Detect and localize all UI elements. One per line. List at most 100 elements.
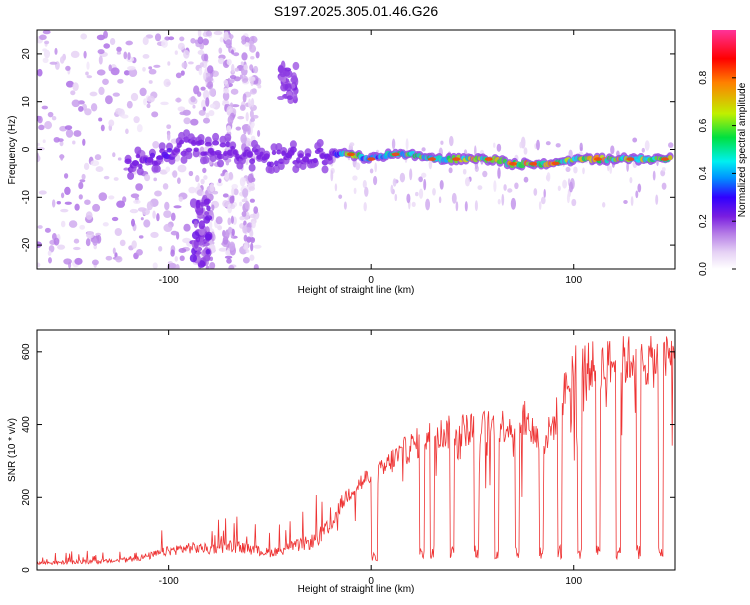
spectrogram-cell	[509, 162, 517, 166]
spectrogram-cell	[227, 115, 234, 125]
spectrogram-cell	[234, 67, 239, 72]
spectrogram-cell	[257, 84, 262, 89]
spectrogram-cell	[37, 147, 45, 151]
spectrogram-cell	[105, 95, 113, 105]
spectrogram-cell	[70, 90, 76, 96]
spectrogram-cell	[166, 148, 173, 153]
spectrogram-cell	[185, 151, 193, 160]
spectrogram-cell	[72, 140, 76, 145]
spectrogram-cells	[37, 30, 674, 269]
spectrogram-cell	[125, 40, 133, 46]
spectrogram-cell	[206, 205, 211, 212]
spectrogram-cell	[166, 132, 171, 141]
spectrogram-cell	[230, 204, 236, 210]
spectrogram-cell	[219, 36, 224, 43]
spectrogram-cell	[229, 74, 237, 80]
spectrogram-cell	[582, 167, 585, 175]
spectrogram-cell	[251, 220, 256, 229]
spectrogram-cell	[421, 172, 427, 178]
spectrogram-cell	[250, 117, 256, 123]
spectrogram-cell	[480, 149, 484, 155]
spectrogram-cell	[321, 165, 329, 174]
spectrogram-cell	[108, 195, 115, 200]
spectrogram-cell	[205, 30, 212, 37]
spectrogram-cell	[192, 104, 196, 109]
spectrogram-cell	[91, 259, 99, 266]
colorbar: 0.0 0.2 0.4 0.6 0.8 Normalized spectral ampl…	[698, 30, 748, 276]
spectrogram-cell	[79, 224, 86, 230]
spectrogram-cell	[209, 261, 216, 269]
spectrogram-cell	[183, 49, 190, 59]
spectrogram-cell	[105, 255, 113, 261]
spectrogram-cell	[551, 161, 560, 166]
spectrogram-cell	[226, 58, 232, 66]
spectrogram-cell	[207, 65, 214, 74]
spectrogram-cell	[93, 244, 98, 250]
spectrogram-cell	[209, 221, 213, 230]
spectrogram-cell	[86, 231, 95, 239]
spectrogram-cell	[86, 61, 90, 70]
spectrogram-cell	[231, 195, 235, 203]
spectrogram-cell	[660, 169, 666, 177]
spectrogram-cell	[179, 111, 187, 116]
spectrogram-cell	[197, 182, 201, 192]
spectrogram-cell	[655, 194, 659, 205]
spectrogram-cell	[164, 201, 170, 211]
spectrogram-cell	[566, 193, 570, 204]
spectrogram-cell	[632, 137, 638, 143]
spectrogram-cell	[557, 185, 561, 191]
spectrogram-cell	[241, 52, 248, 61]
spectrogram-cell	[78, 194, 83, 200]
spectrogram-cell	[60, 154, 64, 161]
spectrogram-cell	[78, 105, 84, 112]
spectrogram-cell	[152, 262, 158, 269]
spectrogram-cell	[523, 147, 528, 155]
spectrogram-cell	[158, 142, 166, 151]
spectrogram-cell	[637, 183, 642, 193]
spectrogram-cell	[195, 236, 201, 243]
spectrogram-cell	[44, 120, 53, 130]
snr-ytick-label: 400	[21, 416, 32, 433]
spectrogram-cell	[177, 177, 181, 184]
spectrogram-cell	[98, 117, 103, 122]
spectrogram-cell	[190, 140, 197, 146]
spectrogram-cell	[137, 207, 147, 212]
spectrogram-cell	[355, 162, 361, 171]
spectrogram-cell	[151, 111, 159, 118]
spectrogram-cell	[38, 124, 45, 131]
spectrogram-cell	[146, 201, 153, 211]
spectrogram-cell	[150, 231, 159, 238]
spectrogram-cell	[166, 124, 172, 130]
spectrogram-cell	[289, 140, 297, 149]
spectrogram-cell	[482, 170, 488, 178]
snr-xtick-label: -100	[159, 576, 179, 587]
spectrogram-cell	[148, 66, 153, 70]
spectrogram-cell	[37, 115, 43, 124]
spectrogram-cell	[244, 200, 250, 210]
spectrogram-cell	[123, 167, 129, 171]
spectrogram-cell	[225, 141, 231, 148]
spectrogram-cell	[543, 188, 546, 199]
colorbar-tick-label: 0.0	[698, 262, 709, 276]
spectrogram-cell	[610, 145, 615, 155]
spectrogram-cell	[162, 183, 169, 190]
colorbar-gradient	[712, 30, 736, 269]
spectrogram-cell	[555, 143, 561, 148]
spectrogram-cell	[92, 238, 98, 246]
spectrogram-cell	[179, 255, 185, 262]
snr-ytick-label: 0	[21, 567, 32, 573]
spectrogram-cell	[123, 51, 128, 60]
spectrogram-cell	[48, 257, 52, 264]
spectrogram-cell	[196, 91, 202, 97]
spectrogram-cell	[114, 228, 122, 236]
spectrogram-cell	[573, 166, 578, 174]
spectrogram-cell	[44, 40, 50, 45]
spectrogram-cell	[594, 157, 602, 161]
spectrogram-cell	[173, 205, 182, 209]
spectrogram-cell	[626, 161, 629, 172]
spectrogram-cell	[249, 237, 256, 244]
spectrogram-cell	[170, 230, 179, 236]
spectrogram-cell	[362, 180, 367, 189]
spectrogram-cell	[148, 80, 153, 84]
